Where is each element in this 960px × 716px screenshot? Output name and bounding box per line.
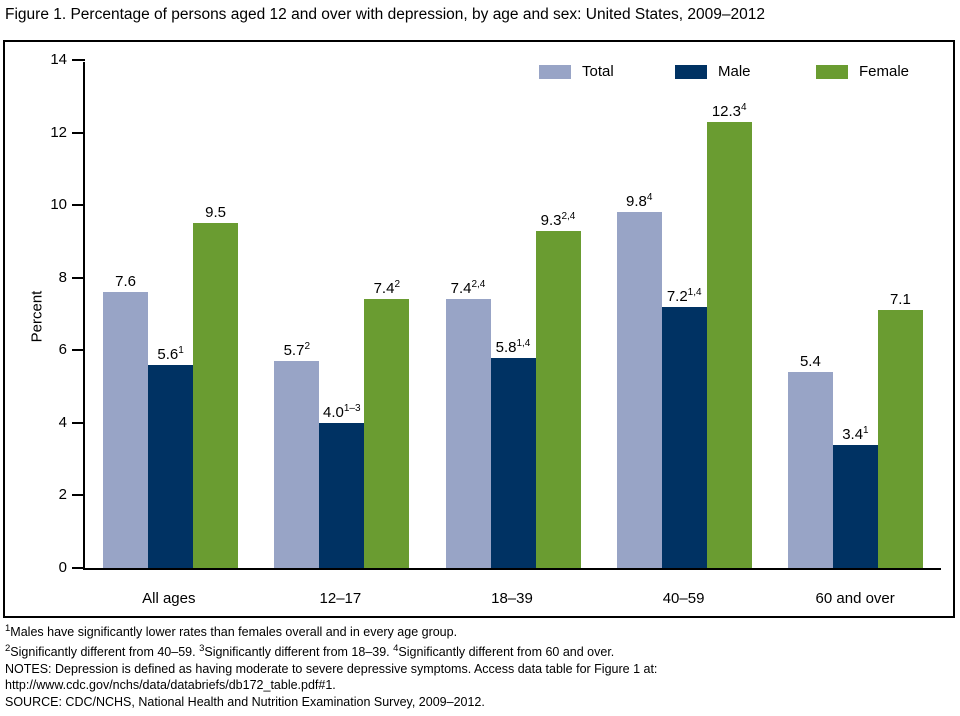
legend-label-male: Male: [718, 63, 751, 80]
legend-label-female: Female: [859, 63, 910, 80]
bar-male-40-59: [661, 307, 707, 568]
y-tick-label: 14: [50, 51, 67, 68]
y-tick-label: 12: [50, 123, 67, 141]
bar-male-12-17: [319, 423, 365, 568]
y-tick-label: 6: [58, 341, 67, 359]
bar-total-18-39: [445, 299, 491, 568]
y-axis-tick: [72, 494, 85, 497]
y-axis-label: Percent: [28, 290, 46, 343]
bar-value-label: 9.84: [625, 192, 653, 210]
bar-value-label: 7.42: [373, 279, 400, 297]
bar-value-label: 3.41: [842, 425, 869, 443]
footnote-line-4: http://www.cdc.gov/nchs/data/databriefs/…: [5, 678, 336, 693]
footnote-line-5: SOURCE: CDC/NCHS, National Health and Nu…: [5, 694, 485, 709]
bar-male-60-and-over: [832, 445, 878, 568]
y-axis-tick: [72, 349, 85, 352]
bar-value-label: 4.01–3: [323, 403, 361, 421]
footnote-line-3: NOTES: Depression is defined as having m…: [5, 661, 658, 676]
y-tick-label: 10: [50, 196, 67, 214]
bar-group-60-and-over: 5.4 3.41 7.1: [770, 62, 941, 568]
y-axis-tick: [72, 204, 85, 207]
bar-value-label: 5.4: [799, 353, 821, 370]
barwrap-male-18-39: 5.81,4: [490, 335, 536, 568]
barwrap-total-12-17: 5.72: [274, 338, 320, 568]
barwrap-female-12-17: 7.42: [364, 276, 410, 568]
bar-female-all-ages: [193, 223, 239, 568]
footnote-line-2: 2Significantly different from 40–59. 3Si…: [5, 642, 615, 659]
chart-frame: Total Male Female Percent 7.6 5.61 9.5 5.72 4.…: [3, 40, 955, 618]
y-axis-tick: [72, 131, 85, 134]
bar-value-label: 9.5: [205, 204, 227, 221]
bar-group-12-17: 5.72 4.01–3 7.42: [256, 62, 427, 568]
plot-area: Percent 7.6 5.61 9.5 5.72 4.01–3 7.42 7.42,4 5.…: [28, 51, 941, 576]
bar-groups: 7.6 5.61 9.5 5.72 4.01–3 7.42 7.42,4 5.81,4 9.32…: [85, 62, 941, 568]
bar-value-label: 12.34: [711, 102, 747, 120]
bar-value-label: 5.81,4: [495, 338, 531, 356]
barwrap-male-12-17: 4.01–3: [319, 400, 365, 568]
figure-title: Figure 1. Percentage of persons aged 12 …: [5, 6, 766, 23]
bar-group-18-39: 7.42,4 5.81,4 9.32,4: [427, 62, 598, 568]
x-axis-label-12-17: 12–17: [319, 590, 362, 607]
x-axis-labels: All ages 12–17 18–39 40–59 60 and over: [83, 590, 941, 607]
bar-female-40-59: [706, 122, 752, 568]
barwrap-female-60-and-over: 7.1: [877, 291, 923, 568]
barwrap-male-40-59: 7.21,4: [661, 284, 707, 568]
barwrap-total-60-and-over: 5.4: [787, 353, 833, 568]
bar-male-all-ages: [148, 365, 194, 568]
x-axis-label-40-59: 40–59: [662, 590, 705, 607]
barwrap-male-60-and-over: 3.41: [832, 422, 878, 568]
bar-value-label: 7.42,4: [450, 279, 486, 297]
y-tick-label: 8: [58, 268, 67, 286]
y-axis-tick: [72, 567, 85, 569]
footnote-line-1: 1Males have significantly lower rates th…: [5, 623, 458, 640]
legend-swatch-female: [816, 64, 848, 79]
bar-female-12-17: [364, 299, 410, 568]
legend-item-female: Female: [816, 63, 909, 80]
x-axis-label-60-and-over: 60 and over: [815, 590, 895, 607]
legend-label-total: Total: [582, 63, 614, 80]
bar-value-label: 9.32,4: [540, 211, 576, 229]
y-axis-tick: [72, 421, 85, 424]
y-axis-tick: [72, 276, 85, 279]
legend-item-male: Male: [675, 63, 751, 80]
bar-value-label: 7.1: [889, 291, 911, 308]
barwrap-female-18-39: 9.32,4: [535, 208, 581, 568]
y-axis-tick: [72, 59, 85, 61]
legend-swatch-total: [539, 64, 571, 79]
bar-male-18-39: [490, 358, 536, 568]
barwrap-female-40-59: 12.34: [706, 99, 752, 568]
x-axis-label-all-ages: All ages: [142, 590, 196, 607]
bar-value-label: 5.61: [157, 345, 184, 363]
bar-total-60-and-over: [787, 372, 833, 568]
footnotes: 1Males have significantly lower rates th…: [5, 621, 657, 710]
barwrap-total-40-59: 9.84: [616, 189, 662, 568]
y-tick-label: 4: [58, 413, 67, 431]
bar-group-all-ages: 7.6 5.61 9.5: [85, 62, 256, 568]
y-tick-label: 2: [58, 486, 67, 504]
bar-female-60-and-over: [877, 310, 923, 568]
bar-total-40-59: [616, 212, 662, 568]
y-tick-label: 0: [58, 559, 67, 576]
barwrap-total-all-ages: 7.6: [103, 273, 149, 568]
bar-value-label: 7.6: [115, 273, 137, 290]
bar-female-18-39: [535, 231, 581, 568]
bar-value-label: 5.72: [283, 341, 310, 359]
bar-value-label: 7.21,4: [666, 287, 702, 305]
legend-item-total: Total: [539, 63, 614, 80]
bar-group-40-59: 9.84 7.21,4 12.34: [599, 62, 770, 568]
barwrap-male-all-ages: 5.61: [148, 342, 194, 568]
bar-total-12-17: [274, 361, 320, 568]
x-axis-label-18-39: 18–39: [491, 590, 533, 607]
bar-total-all-ages: [103, 292, 149, 568]
legend-swatch-male: [675, 64, 707, 79]
barwrap-female-all-ages: 9.5: [193, 204, 239, 568]
barwrap-total-18-39: 7.42,4: [445, 276, 491, 568]
